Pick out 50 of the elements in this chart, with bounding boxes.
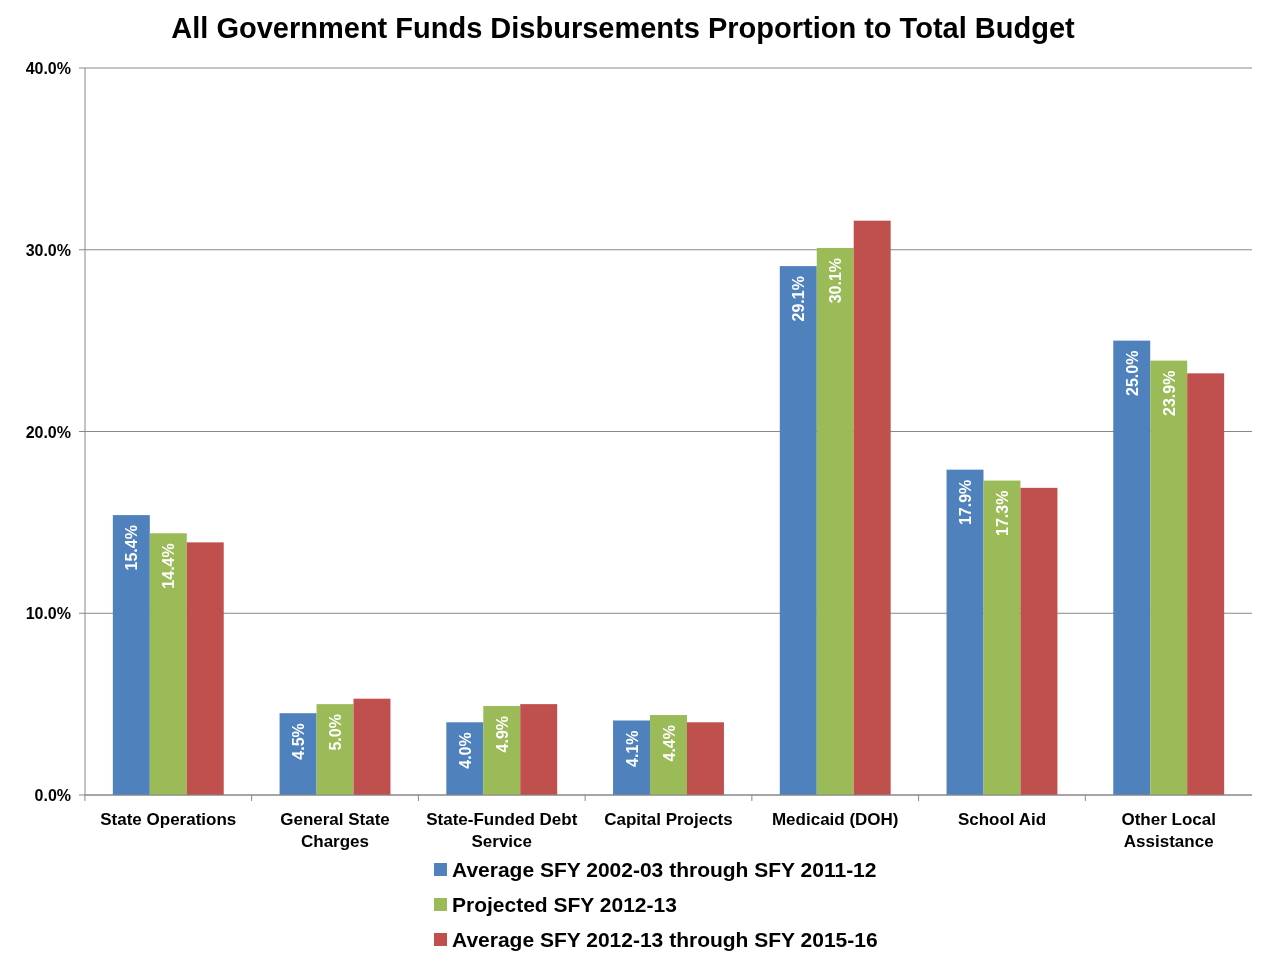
y-tick-label: 30.0% (25, 241, 71, 259)
bar (983, 480, 1021, 795)
x-tick-label: School Aid (957, 810, 1047, 829)
bar (853, 220, 891, 795)
data-label: 17.3% (993, 490, 1011, 536)
bar (779, 266, 817, 795)
bar (1113, 340, 1151, 795)
bar (149, 533, 187, 795)
data-label: 23.9% (1160, 370, 1178, 416)
bar (186, 542, 224, 795)
bar (316, 704, 354, 795)
data-label: 30.1% (827, 257, 845, 304)
y-tick-label: 0.0% (34, 787, 71, 804)
data-label: 29.1% (790, 276, 808, 322)
x-tick-label: Capital Projects (604, 810, 733, 829)
bar (613, 720, 651, 795)
data-label: 4.4% (660, 725, 678, 762)
bar (520, 704, 558, 795)
legend-label: Average SFY 2002-03 through SFY 2011-12 (452, 858, 877, 881)
data-label: 15.4% (123, 525, 141, 571)
bar (816, 247, 854, 795)
legend-label: Projected SFY 2012-13 (452, 893, 677, 916)
data-label: 14.4% (160, 543, 178, 589)
bar (112, 515, 150, 795)
legend-label: Average SFY 2012-13 through SFY 2015-16 (452, 928, 878, 951)
x-tick-label: State-Funded Debt Service (426, 810, 578, 851)
bar (279, 713, 317, 795)
bar (483, 705, 521, 795)
data-label: 4.9% (493, 715, 511, 753)
data-label: 4.5% (290, 723, 308, 760)
bar (650, 715, 687, 795)
x-tick-label: Other Local Assistance (1121, 810, 1216, 851)
bar (353, 698, 391, 795)
data-label: 17.9% (957, 479, 975, 526)
bar (1020, 487, 1058, 795)
data-label: 25.0% (1123, 350, 1141, 396)
y-tick-label: 10.0% (25, 605, 71, 623)
bar (686, 722, 724, 795)
data-label: 5.0% (327, 714, 345, 751)
bar (1187, 373, 1225, 795)
bar (1150, 360, 1188, 795)
chart-title: All Government Funds Disbursements Proportion to Total Budget (171, 12, 1075, 44)
y-tick-label: 20.0% (25, 423, 71, 441)
x-tick-label: Medicaid (DOH) (771, 810, 899, 829)
data-label: 4.0% (456, 732, 474, 769)
x-tick-label: State Operations (100, 810, 237, 829)
x-tick-label: General State Charges (280, 810, 390, 851)
bar (946, 469, 984, 795)
data-label: 4.1% (623, 730, 641, 767)
y-tick-label: 40.0% (25, 60, 71, 77)
